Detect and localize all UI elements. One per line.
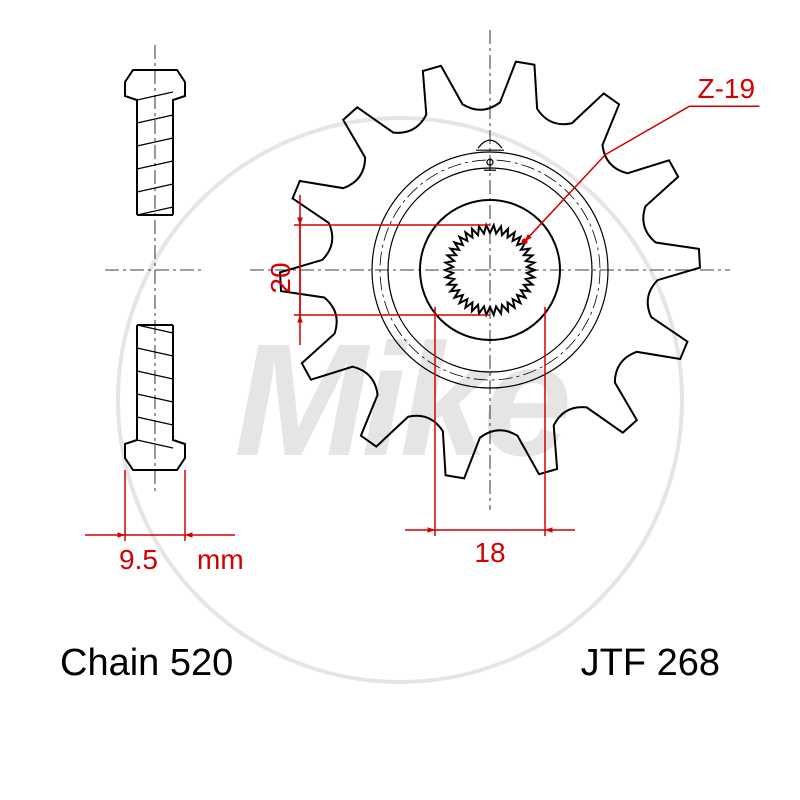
svg-text:18: 18 — [474, 537, 505, 568]
chain-label: Chain 520 — [60, 642, 233, 685]
svg-text:9.5: 9.5 — [119, 544, 158, 575]
svg-text:mm: mm — [197, 544, 244, 575]
part-number: JTF 268 — [581, 642, 720, 685]
bottom-label-row: Chain 520 JTF 268 — [0, 642, 800, 685]
svg-text:Z-19: Z-19 — [698, 73, 756, 104]
svg-text:20: 20 — [265, 262, 296, 293]
